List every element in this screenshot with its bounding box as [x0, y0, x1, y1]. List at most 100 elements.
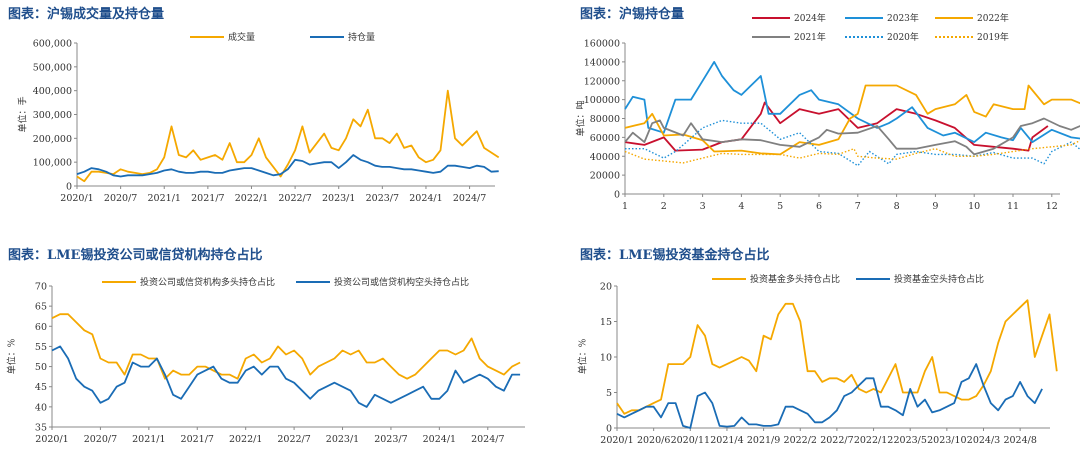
- c1-y-tick-label: 100,000: [33, 158, 72, 169]
- c3-x-tick-label: 2021/1: [132, 434, 165, 445]
- legend-label: 投资基金空头持仓占比: [894, 275, 985, 285]
- legend-label: 成交量: [228, 33, 256, 43]
- c2-x-tick-label: 2: [661, 201, 667, 212]
- c3-x-tick-label: 2020/7: [84, 434, 117, 445]
- c4-x-tick-label: 2022/7: [820, 435, 853, 446]
- c2-x-tick-label: 9: [932, 201, 938, 212]
- legend-label: 2022年: [977, 14, 1009, 24]
- c1-x-tick-label: 2024/1: [409, 193, 442, 204]
- c1-y-tick-label: 400,000: [33, 86, 72, 97]
- chart3-title: 图表：LME锡投资公司或信贷机构持仓占比: [8, 248, 263, 263]
- c4-y-tick-label: 5: [606, 388, 612, 399]
- c1-series-0-line: [76, 89, 500, 183]
- legend-2023: 2023年: [845, 11, 919, 24]
- c1-y-tick-label: 500,000: [33, 62, 72, 73]
- c3-x-tick-label: 2021/7: [181, 434, 214, 445]
- c2-series-5-line: [624, 139, 1080, 164]
- legend-label: 投资公司或信贷机构空头持仓占比: [334, 278, 470, 288]
- legend-label: 投资基金多头持仓占比: [750, 275, 841, 285]
- legend-fund-long: 投资基金多头持仓占比: [712, 272, 840, 285]
- legend-label: 投资公司或信贷机构多头持仓占比: [140, 278, 276, 288]
- c1-series-1-line: [76, 154, 499, 178]
- legend-label: 2020年: [887, 33, 919, 43]
- legend-long: 投资公司或信贷机构多头持仓占比: [102, 275, 275, 288]
- c1-x-tick-label: 2021/1: [148, 193, 181, 204]
- c2-y-tick-label: 40000: [590, 152, 620, 163]
- c1-y-tick-label: 200,000: [33, 134, 72, 145]
- legend-2019: 2019年: [935, 30, 1009, 43]
- c2-x-tick-label: 6: [816, 201, 822, 212]
- c2-y-tick-label: 160000: [584, 39, 620, 50]
- c2-y-tick-label: 140000: [584, 57, 620, 68]
- c3-y-tick-label: 45: [35, 382, 47, 393]
- c3-y-tick-label: 50: [35, 362, 47, 373]
- c1-y-tick-label: 0: [66, 182, 72, 193]
- c1-x-tick-label: 2024/7: [453, 193, 486, 204]
- c1-x-tick-label: 2021/7: [191, 193, 224, 204]
- c1-x-tick-label: 2023/1: [322, 193, 355, 204]
- chart2-title: 图表：沪锡持仓量: [580, 7, 685, 22]
- c2-x-tick-label: 10: [968, 201, 980, 212]
- c1-y-tick-label: 600,000: [33, 39, 72, 50]
- c3-y-tick-label: 35: [35, 423, 47, 434]
- c4-x-tick-label: 2020/1: [600, 435, 633, 446]
- c4-x-tick-label: 2023/10: [927, 435, 966, 446]
- c3-x-tick-label: 2022/7: [277, 434, 310, 445]
- c3-y-tick-label: 60: [35, 322, 47, 333]
- c2-series-4-line: [625, 119, 1080, 167]
- c1-x-tick-label: 2020/7: [104, 193, 137, 204]
- c4-x-tick-label: 2022/2: [784, 435, 817, 446]
- c2-y-tick-label: 0: [614, 190, 620, 201]
- c2-x-tick-label: 7: [855, 201, 861, 212]
- c3-x-tick-label: 2023/1: [326, 434, 359, 445]
- c4-y-tick-label: 0: [606, 424, 612, 435]
- c4-x-tick-label: 2021/4: [710, 435, 743, 446]
- c3-x-tick-label: 2024/7: [471, 434, 504, 445]
- c3-series-0-line: [51, 313, 521, 380]
- c1-x-tick-label: 2023/7: [366, 193, 399, 204]
- legend-label: 2024年: [794, 14, 826, 24]
- legend-2020: 2020年: [845, 30, 919, 43]
- c3-y-tick-label: 55: [35, 342, 47, 353]
- c2-series-2-line: [624, 84, 1080, 156]
- legend-fund-short: 投资基金空头持仓占比: [856, 272, 984, 285]
- c2-series-3-line: [624, 117, 1080, 156]
- c4-x-tick-label: 2020/11: [671, 435, 710, 446]
- c1-y-tick-label: 300,000: [33, 110, 72, 121]
- c2-y-tick-label: 80000: [590, 114, 620, 125]
- c2-y-tick-label: 20000: [590, 171, 620, 182]
- c2-x-tick-label: 3: [700, 201, 706, 212]
- legend-label: 2023年: [887, 14, 919, 24]
- legend-label: 2019年: [977, 33, 1009, 43]
- c1-x-tick-label: 2020/1: [60, 193, 93, 204]
- c4-x-tick-label: 2020/6: [637, 435, 670, 446]
- legend-short: 投资公司或信贷机构空头持仓占比: [296, 275, 469, 288]
- c2-x-tick-label: 4: [738, 201, 744, 212]
- c4-x-tick-label: 2024/3: [967, 435, 1000, 446]
- c4-x-tick-label: 2021/9: [747, 435, 780, 446]
- legend-2024: 2024年: [752, 11, 826, 24]
- c2-x-tick-label: 8: [894, 201, 900, 212]
- c4-x-tick-label: 2022/12: [854, 435, 893, 446]
- c2-y-tick-label: 100000: [584, 95, 620, 106]
- c3-x-tick-label: 2023/7: [374, 434, 407, 445]
- c2-x-tick-label: 12: [1046, 201, 1058, 212]
- c2-x-tick-label: 1: [622, 201, 628, 212]
- legend-volume: 成交量: [190, 30, 255, 43]
- c3-x-tick-label: 2024/1: [423, 434, 456, 445]
- chart4-title: 图表：LME锡投资基金持仓占比: [580, 248, 770, 263]
- c3-series-1-line: [51, 345, 521, 408]
- c2-series-1-line: [624, 61, 1080, 144]
- c4-x-tick-label: 2023/5: [893, 435, 926, 446]
- c2-x-tick-label: 11: [1007, 201, 1019, 212]
- c3-y-tick-label: 40: [35, 402, 47, 413]
- legend-open-interest: 持仓量: [310, 30, 375, 43]
- c4-x-tick-label: 2024/8: [1003, 435, 1036, 446]
- legend-label: 2021年: [794, 33, 826, 43]
- c2-x-tick-label: 5: [777, 201, 783, 212]
- chart1-title: 图表：沪锡成交量及持仓量: [8, 7, 165, 22]
- legend-2022: 2022年: [935, 11, 1009, 24]
- c4-y-tick-label: 20: [600, 282, 612, 293]
- c4-series-0-line: [616, 299, 1058, 415]
